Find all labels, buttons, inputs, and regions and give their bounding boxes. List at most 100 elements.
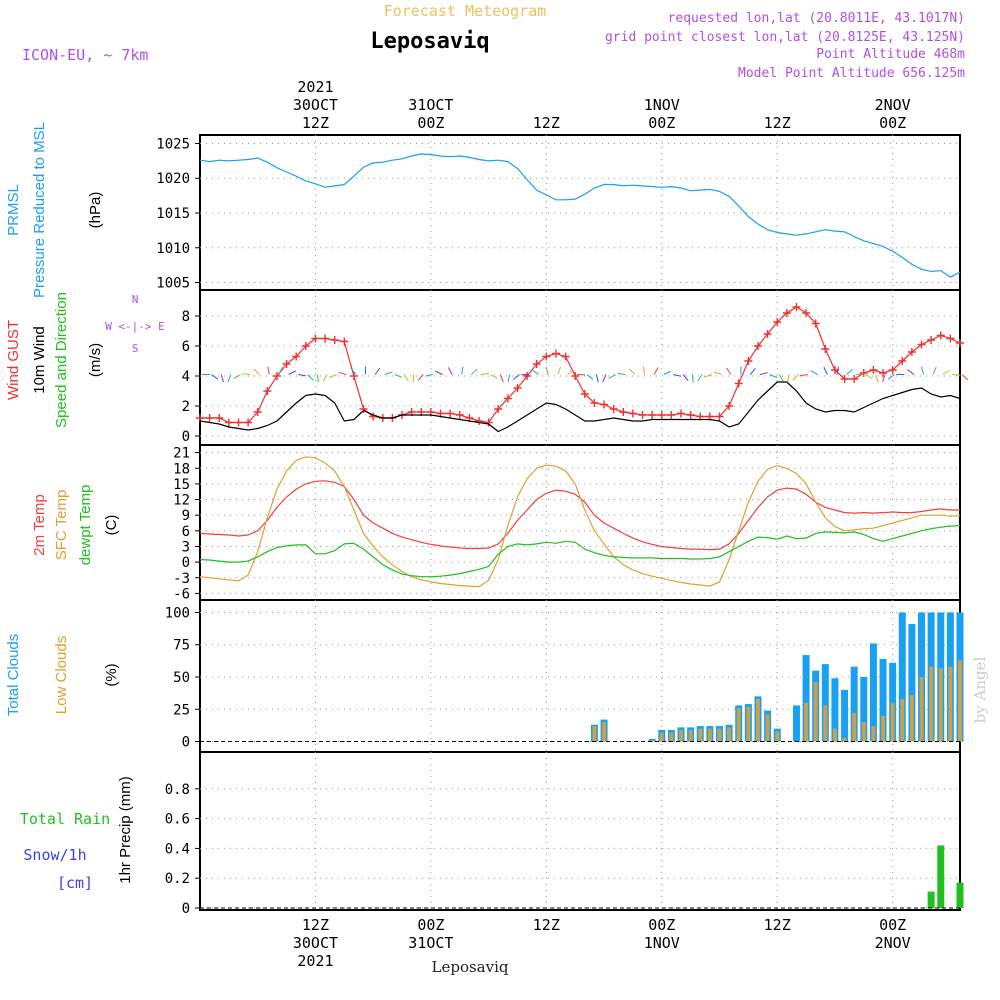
gust-marker: [311, 334, 320, 343]
precip-legend-label: Total Rain: [20, 810, 110, 828]
gust-marker: [773, 318, 782, 326]
wind-arrow: [417, 374, 424, 381]
model-label: ICON-EU, ~ 7km: [22, 46, 148, 64]
bar-total: [869, 643, 877, 742]
y-tick-label: 18: [173, 461, 190, 477]
wind-arrow: [628, 368, 636, 375]
panel-frame: [199, 289, 961, 446]
wind-arrow: [531, 369, 539, 375]
wind-arrow: [394, 374, 403, 378]
panel-3: 0 25 50 75 100: [165, 599, 964, 753]
gust-marker: [677, 409, 686, 418]
wind-arrow: [704, 374, 713, 378]
gust-marker: [523, 372, 532, 380]
bar-total: [879, 658, 887, 742]
bar-total: [841, 689, 849, 742]
gust-marker: [446, 409, 455, 418]
gust-marker: [638, 411, 647, 419]
wind-arrow: [673, 374, 682, 377]
y-tick-label: 2: [182, 399, 190, 415]
gust-marker: [936, 331, 945, 340]
gust-marker: [898, 357, 907, 365]
wind-arrow: [932, 366, 937, 375]
bar-total: [850, 666, 858, 742]
y-tick-label: 1010: [156, 241, 190, 257]
wind-arrow: [253, 368, 261, 375]
y-tick-label: 8: [182, 309, 190, 325]
y-tick-label: 3: [182, 539, 190, 555]
y-tick-label: 0: [182, 735, 190, 751]
bar-low: [707, 728, 712, 742]
bar-total: [908, 624, 916, 742]
wind-arrow: [480, 373, 489, 375]
gust-marker: [869, 366, 878, 374]
wind-arrow: [823, 367, 828, 375]
y-tick-label: 25: [173, 702, 190, 718]
time-tick-label: 31OCT: [408, 96, 453, 114]
y-tick-label: 0.2: [165, 871, 190, 887]
time-tick-label: 12Z: [764, 114, 791, 132]
gust-marker: [619, 408, 628, 416]
wind-arrow: [374, 367, 381, 375]
panel-4: 0 0.2 0.4 0.6 0.8: [165, 751, 964, 917]
time-tick-label: 12Z: [764, 916, 791, 934]
y-axis-labels: PRMSL Pressure Reduced to MSL (hPa) Wind GU…: [5, 122, 165, 892]
wind-arrow: [952, 374, 961, 376]
bar-low: [679, 729, 684, 742]
gust-marker: [340, 337, 349, 346]
bar-low: [852, 713, 857, 742]
gust-marker: [292, 352, 301, 361]
gust-marker: [253, 408, 262, 416]
time-tick-label: 30OCT: [293, 934, 338, 952]
time-tick-label: 2NOV: [875, 96, 911, 114]
bar-low: [881, 715, 886, 742]
gust-marker: [561, 352, 570, 361]
wind-arrow: [557, 366, 562, 375]
y-axis-label: Pressure Reduced to MSL: [31, 122, 48, 298]
time-tick-label: 1NOV: [644, 934, 680, 952]
precip-legend-label: [cm]: [57, 874, 93, 892]
compass-label: W <-|-> E: [105, 320, 165, 333]
y-tick-label: 50: [173, 670, 190, 686]
wind-arrow: [384, 371, 393, 375]
series-gust: [200, 306, 961, 424]
y-axis-label: PRMSL: [5, 184, 22, 236]
y-tick-label: 6: [182, 524, 190, 540]
location-title: Leposaviq: [370, 29, 489, 54]
gust-marker: [513, 384, 522, 392]
wind-arrow: [412, 374, 415, 383]
y-tick-label: 1015: [156, 206, 190, 222]
gust-marker: [927, 336, 936, 344]
wind-arrow: [461, 366, 464, 375]
gust-marker: [205, 414, 214, 422]
wind-arrow: [749, 367, 756, 375]
panel-1: 0 2 4 6 8: [182, 289, 969, 446]
gust-marker: [484, 418, 493, 427]
gust-marker: [369, 412, 378, 421]
series-dew: [199, 525, 961, 578]
wind-arrow: [769, 374, 778, 379]
gust-marker: [263, 387, 272, 395]
wind-arrow: [800, 374, 809, 377]
series-prmsl: [199, 153, 961, 278]
time-tick-label: 12Z: [302, 916, 329, 934]
gust-marker: [811, 319, 820, 328]
y-axis-label: 10m Wind: [31, 326, 48, 394]
bar-total: [898, 612, 906, 742]
y-tick-label: 12: [173, 493, 190, 509]
bar-low: [698, 728, 703, 742]
compass-label: N: [132, 293, 139, 306]
gust-marker: [907, 348, 916, 356]
gust-marker: [648, 411, 657, 419]
y-tick-label: 0: [182, 901, 190, 917]
gust-marker: [821, 345, 830, 353]
y-tick-label: 100: [165, 605, 190, 621]
wind-arrow: [288, 370, 296, 375]
bar-low: [592, 726, 597, 742]
wind-arrow: [512, 374, 520, 380]
gust-marker: [349, 372, 358, 380]
bar-low: [650, 740, 655, 742]
bar-low: [804, 702, 809, 742]
gust-marker: [282, 360, 291, 368]
wind-arrow: [435, 370, 443, 375]
